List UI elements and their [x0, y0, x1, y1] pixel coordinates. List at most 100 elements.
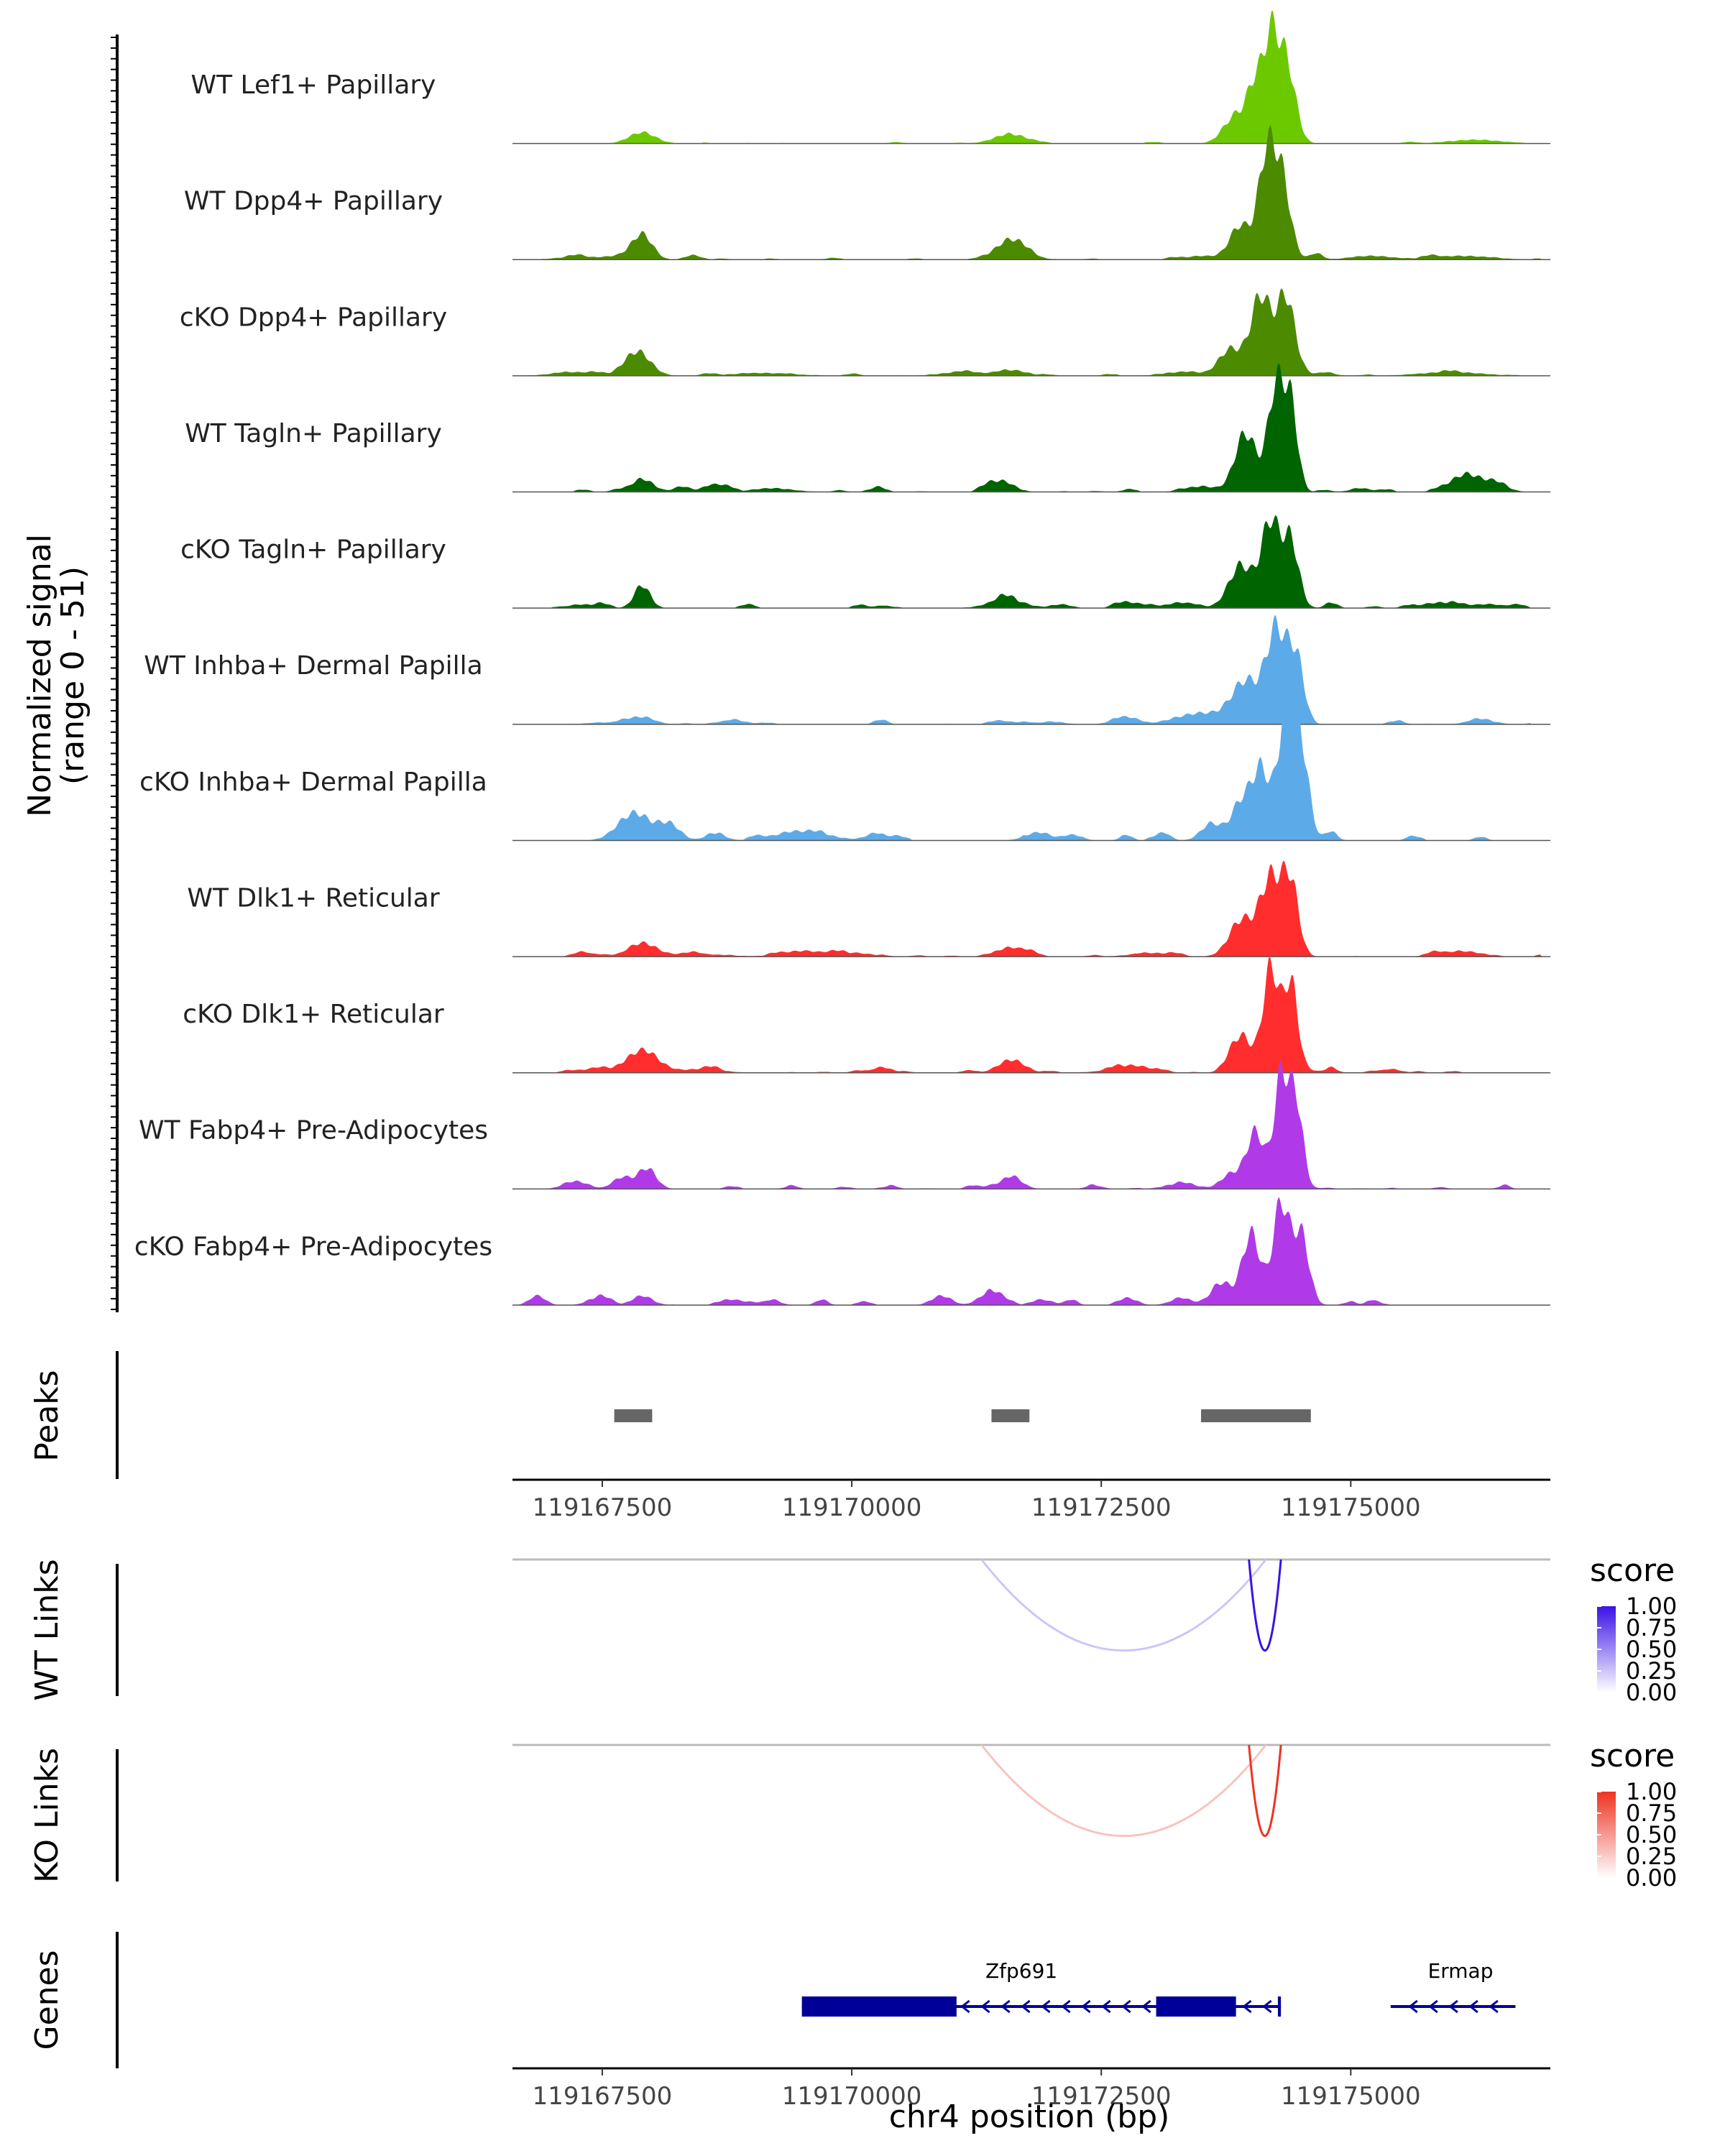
- strand-arrow: [1262, 1999, 1272, 2014]
- legend-label: 0.50: [1626, 1821, 1677, 1848]
- gene-model: Zfp691: [801, 1959, 1282, 2017]
- coverage-track: cKO Dlk1+ Reticular: [183, 957, 1550, 1074]
- coverage-area: [512, 11, 1550, 144]
- gene-model: Ermap: [1390, 1959, 1516, 2014]
- legend-label: 0.75: [1626, 1800, 1677, 1827]
- links-track-label: WT Links: [29, 1559, 65, 1700]
- x-axis-top-tick-label: 119170000: [782, 1493, 922, 1522]
- x-axis-top-tick-label: 119175000: [1281, 1493, 1421, 1522]
- coverage-track: cKO Fabp4+ Pre-Adipocytes: [134, 1197, 1550, 1306]
- track-label: cKO Fabp4+ Pre-Adipocytes: [134, 1232, 492, 1261]
- coverage-area: [512, 362, 1550, 492]
- x-axis-bottom: 119167500 119170000 119172500 119175000: [512, 2067, 1550, 2111]
- link-arc: [1248, 1744, 1282, 1837]
- coverage-area: [512, 287, 1550, 376]
- gene-exon: [1277, 1996, 1282, 2017]
- coverage-track: cKO Tagln+ Papillary: [180, 515, 1550, 609]
- coverage-track: cKO Dpp4+ Papillary: [180, 287, 1550, 377]
- legend-label: 0.25: [1626, 1657, 1677, 1685]
- strand-arrow: [1121, 1999, 1131, 2014]
- legend-title: score: [1590, 1552, 1675, 1589]
- link-arc: [980, 1559, 1267, 1652]
- legend-label: 0.25: [1626, 1843, 1677, 1870]
- strand-arrow: [1448, 1999, 1458, 2014]
- strand-arrow: [1468, 1999, 1478, 2014]
- left-y-axis: [111, 34, 119, 1312]
- x-axis-bottom-tick-label: 119175000: [1281, 2082, 1421, 2111]
- gene-exon: [801, 1996, 957, 2017]
- strand-arrow: [1428, 1999, 1438, 2014]
- y-axis-range-label: (range 0 - 51): [55, 566, 91, 785]
- peak-region: [1201, 1409, 1311, 1422]
- coverage-area: [512, 1060, 1550, 1189]
- strand-arrow: [1081, 1999, 1091, 2014]
- coverage-track: WT Fabp4+ Pre-Adipocytes: [139, 1060, 1550, 1190]
- strand-arrow: [1000, 1999, 1011, 2014]
- peak-region: [991, 1409, 1030, 1422]
- x-axis-top-tick-label: 119167500: [533, 1493, 673, 1522]
- track-label: cKO Dpp4+ Papillary: [180, 303, 447, 332]
- links-track: WT Links score 1.000.750.500.250.00: [29, 1552, 1677, 1706]
- strand-arrow: [980, 1999, 990, 2014]
- track-label: WT Tagln+ Papillary: [185, 419, 442, 448]
- strand-arrow: [1061, 1999, 1071, 2014]
- gene-exon: [1156, 1996, 1236, 2017]
- track-label: WT Lef1+ Papillary: [191, 70, 436, 100]
- coverage-area: [512, 515, 1550, 609]
- legend-label: 0.00: [1626, 1864, 1677, 1892]
- x-axis-top: 119167500 119170000 119172500 119175000: [512, 1478, 1550, 1522]
- coverage-track: cKO Inhba+ Dermal Papilla: [139, 684, 1550, 842]
- coverage-track: WT Dpp4+ Papillary: [184, 124, 1550, 261]
- coverage-track: WT Lef1+ Papillary: [191, 11, 1550, 144]
- genes-track: Genes Zfp691 Ermap: [29, 1932, 1516, 2068]
- coverage-track: WT Tagln+ Papillary: [185, 362, 1550, 493]
- legend-label: 1.00: [1626, 1593, 1677, 1620]
- links-track: KO Links score 1.000.750.500.250.00: [29, 1738, 1677, 1892]
- coverage-area: [512, 957, 1550, 1073]
- legend-label: 0.00: [1626, 1679, 1677, 1706]
- peaks-track: Peaks: [29, 1351, 1311, 1479]
- links-track-label: KO Links: [29, 1748, 65, 1883]
- x-axis-bottom-tick-label: 119170000: [782, 2082, 922, 2111]
- link-arc: [1248, 1559, 1282, 1651]
- strand-arrow: [960, 1999, 970, 2014]
- coverage-area: [512, 861, 1550, 957]
- legend-label: 0.50: [1626, 1636, 1677, 1663]
- gene-label: Zfp691: [985, 1959, 1057, 1983]
- coverage-track: WT Inhba+ Dermal Papilla: [144, 615, 1550, 725]
- y-axis-title: Normalized signal: [22, 534, 58, 817]
- legend-label: 1.00: [1626, 1778, 1677, 1805]
- track-label: WT Inhba+ Dermal Papilla: [144, 651, 482, 681]
- peak-region: [614, 1409, 653, 1422]
- track-label: WT Fabp4+ Pre-Adipocytes: [139, 1116, 488, 1146]
- coverage-area: [512, 124, 1550, 260]
- coverage-track: WT Dlk1+ Reticular: [187, 861, 1550, 957]
- track-label: cKO Inhba+ Dermal Papilla: [139, 768, 487, 797]
- x-axis-bottom-tick-label: 119167500: [533, 2082, 673, 2111]
- link-arc: [980, 1744, 1267, 1838]
- coverage-tracks: WT Lef1+ Papillary WT Dpp4+ Papillary cKO …: [134, 11, 1550, 1306]
- genes-track-label: Genes: [29, 1950, 65, 2050]
- coverage-area: [512, 1197, 1550, 1305]
- track-label: cKO Tagln+ Papillary: [180, 535, 446, 565]
- x-axis-top-tick-label: 119172500: [1031, 1493, 1172, 1522]
- coverage-area: [512, 684, 1550, 841]
- strand-arrow: [1489, 1999, 1499, 2014]
- strand-arrow: [1141, 1999, 1151, 2014]
- strand-arrow: [1041, 1999, 1051, 2014]
- strand-arrow: [1101, 1999, 1111, 2014]
- strand-arrow: [1408, 1999, 1418, 2014]
- legend-title: score: [1590, 1738, 1675, 1774]
- gene-label: Ermap: [1428, 1959, 1494, 1983]
- legend-label: 0.75: [1626, 1614, 1677, 1641]
- peaks-track-label: Peaks: [29, 1370, 65, 1461]
- coverage-area: [512, 615, 1550, 724]
- x-axis-bottom-tick-label: 119172500: [1031, 2082, 1172, 2111]
- track-label: WT Dpp4+ Papillary: [184, 187, 443, 216]
- x-axis-title: chr4 position (bp): [889, 2099, 1170, 2135]
- strand-arrow: [1242, 1999, 1252, 2014]
- track-label: cKO Dlk1+ Reticular: [183, 1000, 444, 1029]
- strand-arrow: [1021, 1999, 1031, 2014]
